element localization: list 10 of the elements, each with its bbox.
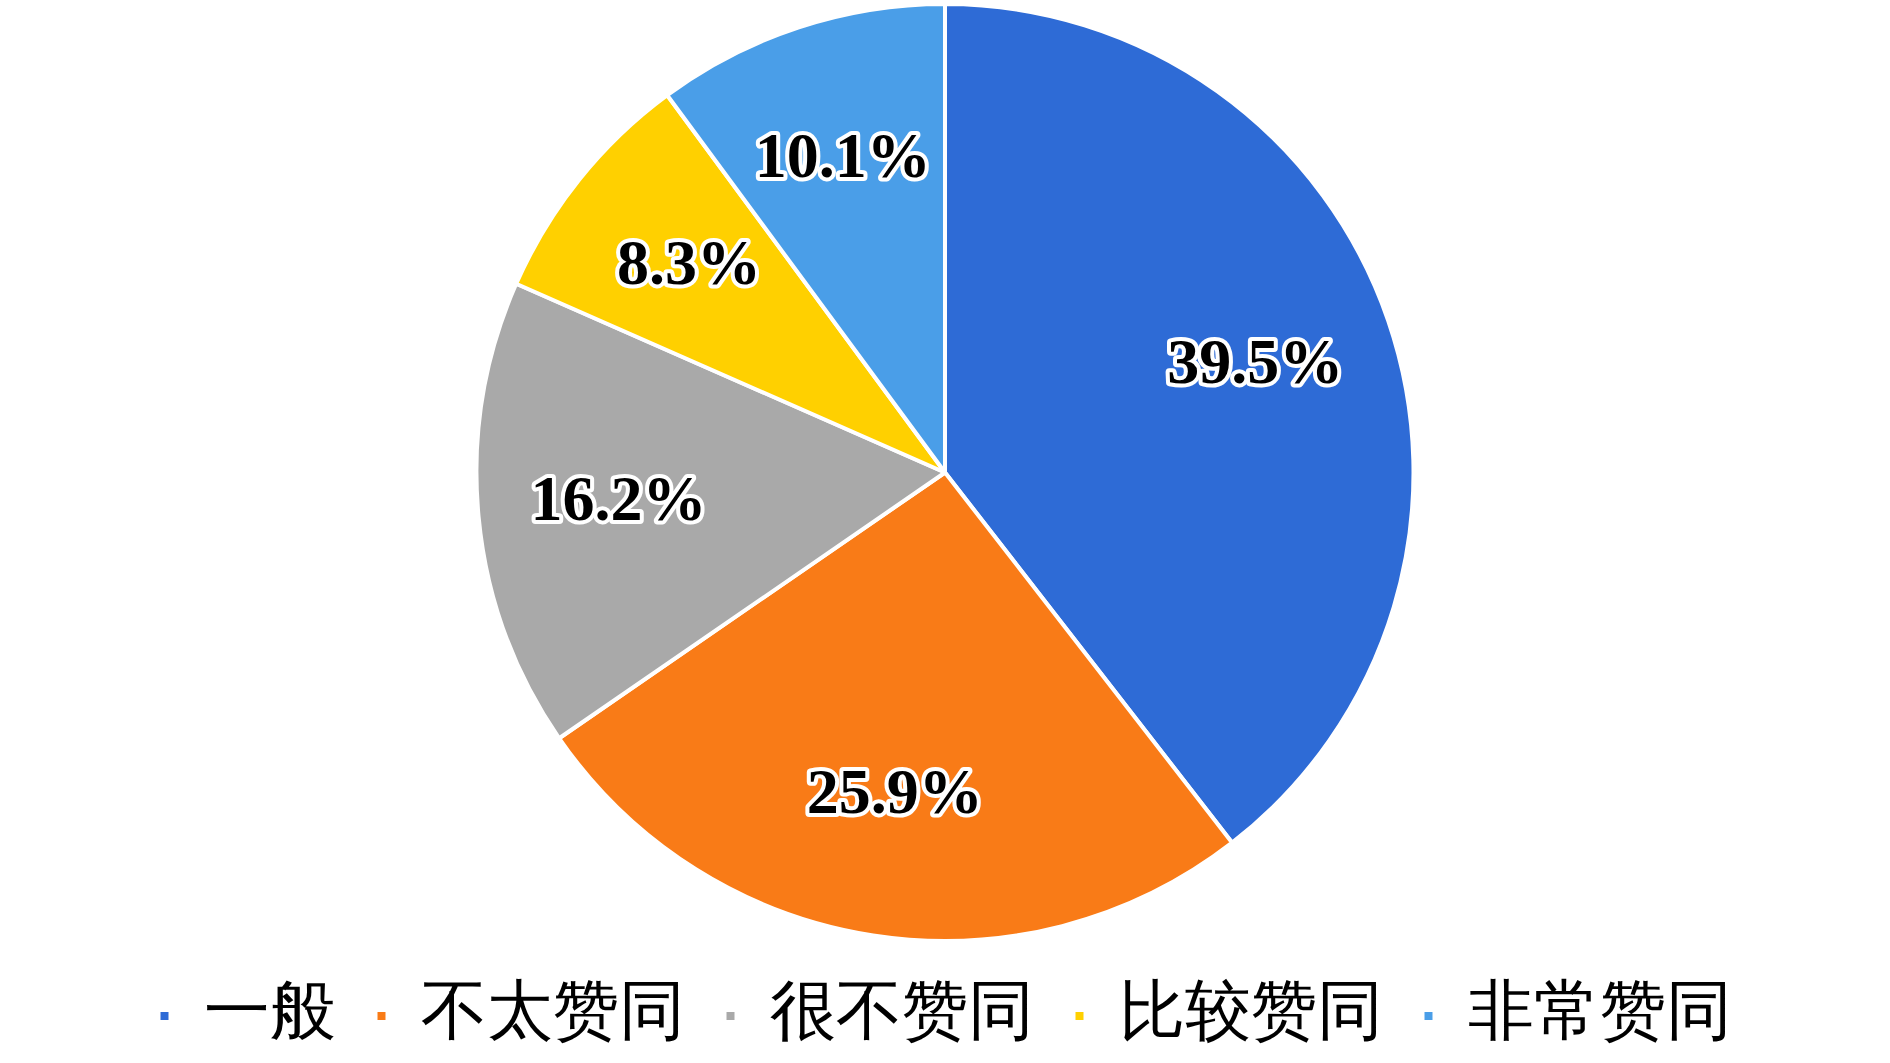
legend-label: 比较赞同 (1118, 974, 1383, 1048)
legend-label: 不太赞同 (420, 974, 685, 1048)
data-label: 25.9% (806, 756, 983, 828)
data-label: 39.5% (1167, 325, 1344, 397)
legend-label: 非常赞同 (1467, 974, 1732, 1048)
legend-label: 一般 (203, 974, 336, 1048)
data-label: 16.2% (530, 462, 707, 534)
data-label: 10.1% (754, 120, 931, 192)
legend-label: 很不赞同 (769, 974, 1034, 1048)
data-label: 8.3% (617, 226, 762, 298)
